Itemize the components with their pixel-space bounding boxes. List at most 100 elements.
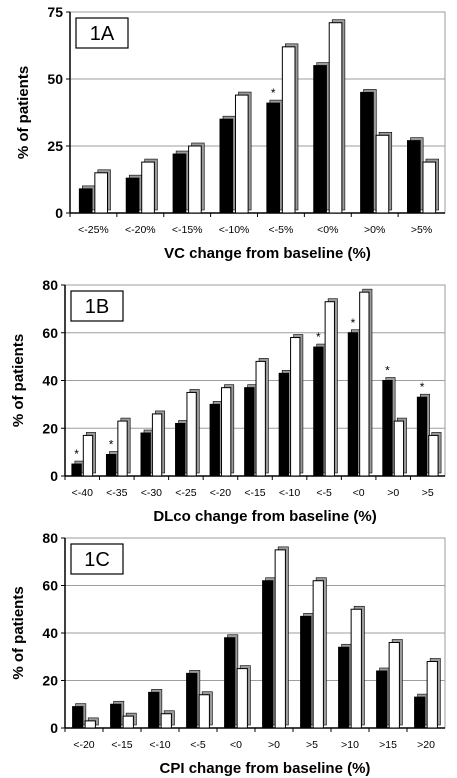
- x-tick-label: <0%: [317, 224, 338, 236]
- bar-series-2-9: [426, 661, 438, 729]
- bar-series-2-9: [393, 420, 405, 477]
- x-tick-label: <-10%: [219, 224, 250, 236]
- x-tick-label: <-10: [149, 739, 170, 751]
- bar-series-2-5: [274, 549, 286, 729]
- bar-series-2-2: [188, 145, 202, 214]
- bar-series-1-1: [105, 454, 117, 477]
- x-tick-label: <-20%: [125, 224, 156, 236]
- bar-series-2-8: [388, 642, 400, 729]
- y-tick-label: 0: [50, 720, 58, 736]
- bar-series-2-0: [82, 434, 94, 477]
- bar-series-1-5: [262, 580, 274, 729]
- x-tick-label: <-5: [190, 739, 206, 751]
- panel-label-box: [75, 17, 129, 49]
- bar-series-2-7: [350, 608, 362, 729]
- bar-series-2-0: [84, 720, 96, 729]
- significance-marker: *: [109, 438, 114, 452]
- y-tick-label: 20: [42, 673, 58, 689]
- y-tick-label: 60: [42, 578, 58, 594]
- x-tick-label: <-25%: [78, 224, 109, 236]
- x-tick-label: >5: [422, 487, 434, 499]
- bar-series-2-6: [290, 337, 301, 477]
- bar-series-1-8: [347, 332, 359, 477]
- bar-series-2-4: [281, 46, 296, 214]
- x-tick-label: <-20: [210, 487, 231, 499]
- x-tick-label: <-25: [175, 487, 196, 499]
- bar-series-2-6: [375, 134, 390, 214]
- bar-series-2-2: [151, 413, 163, 477]
- significance-marker: *: [420, 380, 425, 394]
- bar-series-2-3: [186, 391, 197, 477]
- bar-series-1-7: [407, 140, 421, 214]
- y-tick-label: 20: [42, 420, 58, 436]
- y-tick-label: 40: [42, 373, 58, 389]
- bar-series-2-7: [422, 161, 437, 214]
- bar-series-2-1: [141, 161, 155, 214]
- bar-series-1-9: [414, 696, 426, 729]
- significance-marker: *: [271, 86, 276, 100]
- bar-series-2-6: [312, 580, 324, 729]
- x-axis-label: DLco change from baseline (%): [153, 508, 376, 525]
- x-axis-label: VC change from baseline (%): [164, 245, 371, 262]
- bar-series-1-6: [300, 615, 312, 729]
- bar-series-1-3: [186, 672, 198, 729]
- bar-series-2-1: [122, 715, 134, 729]
- panel-label-box: [70, 543, 124, 575]
- x-tick-label: <0: [353, 487, 365, 499]
- panel-label: 1B: [85, 296, 109, 318]
- bar-series-1-2: [172, 153, 187, 214]
- bar-series-1-3: [175, 422, 186, 477]
- bar-series-1-0: [72, 706, 84, 729]
- x-tick-label: <0: [230, 739, 242, 751]
- y-axis-label: % of patients: [10, 586, 27, 679]
- bar-series-1-4: [224, 637, 236, 729]
- bar-series-2-1: [117, 420, 128, 477]
- y-axis-label: % of patients: [10, 334, 27, 427]
- y-axis-label: % of patients: [15, 66, 32, 159]
- x-tick-label: >0%: [364, 224, 385, 236]
- bar-series-1-1: [110, 703, 122, 729]
- x-tick-label: <-20: [73, 739, 94, 751]
- x-tick-label: >5%: [411, 224, 432, 236]
- y-tick-label: 40: [42, 625, 58, 641]
- x-tick-label: >5: [306, 739, 318, 751]
- x-tick-label: <-35: [106, 487, 127, 499]
- x-tick-label: <-5: [316, 487, 332, 499]
- significance-marker: *: [351, 316, 356, 330]
- bar-series-1-9: [382, 380, 393, 477]
- y-tick-label: 80: [42, 530, 58, 546]
- x-tick-label: <-15: [111, 739, 132, 751]
- bar-series-2-3: [198, 694, 210, 729]
- bar-series-2-0: [94, 172, 108, 214]
- bar-series-1-3: [219, 118, 234, 214]
- bar-series-2-2: [160, 713, 172, 729]
- x-tick-label: >20: [417, 739, 435, 751]
- bar-series-2-7: [324, 301, 335, 477]
- bar-series-2-3: [234, 94, 249, 214]
- bar-series-1-0: [78, 188, 93, 214]
- x-tick-label: <-5%: [269, 224, 294, 236]
- bar-series-2-5: [328, 22, 343, 214]
- chart-panel-1C: 0 20 40 60 80 % of patients <-20 <-15 <-10 <-5 <0 >…: [10, 530, 446, 777]
- bar-series-2-5: [255, 360, 266, 477]
- significance-marker: *: [74, 447, 79, 461]
- y-tick-label: 0: [50, 468, 58, 484]
- y-tick-label: 80: [42, 277, 58, 293]
- bar-series-1-10: [416, 396, 428, 477]
- x-tick-label: <-15%: [172, 224, 203, 236]
- y-tick-label: 0: [55, 205, 63, 221]
- bar-series-1-6: [360, 91, 374, 214]
- significance-marker: *: [316, 330, 321, 344]
- bar-series-1-0: [71, 463, 82, 477]
- x-axis-label: CPI change from baseline (%): [160, 760, 371, 777]
- bar-series-1-2: [148, 691, 160, 729]
- x-tick-label: <-10: [279, 487, 300, 499]
- x-tick-label: >0: [387, 487, 399, 499]
- bar-series-1-5: [313, 65, 327, 214]
- y-tick-label: 50: [47, 71, 63, 87]
- y-tick-label: 60: [42, 325, 58, 341]
- chart-panel-1B: 0 20 40 60 80 % of patients * <-40 * <-35 <-30 <-25…: [10, 277, 446, 525]
- x-tick-label: <-30: [141, 487, 162, 499]
- x-tick-label: >0: [268, 739, 280, 751]
